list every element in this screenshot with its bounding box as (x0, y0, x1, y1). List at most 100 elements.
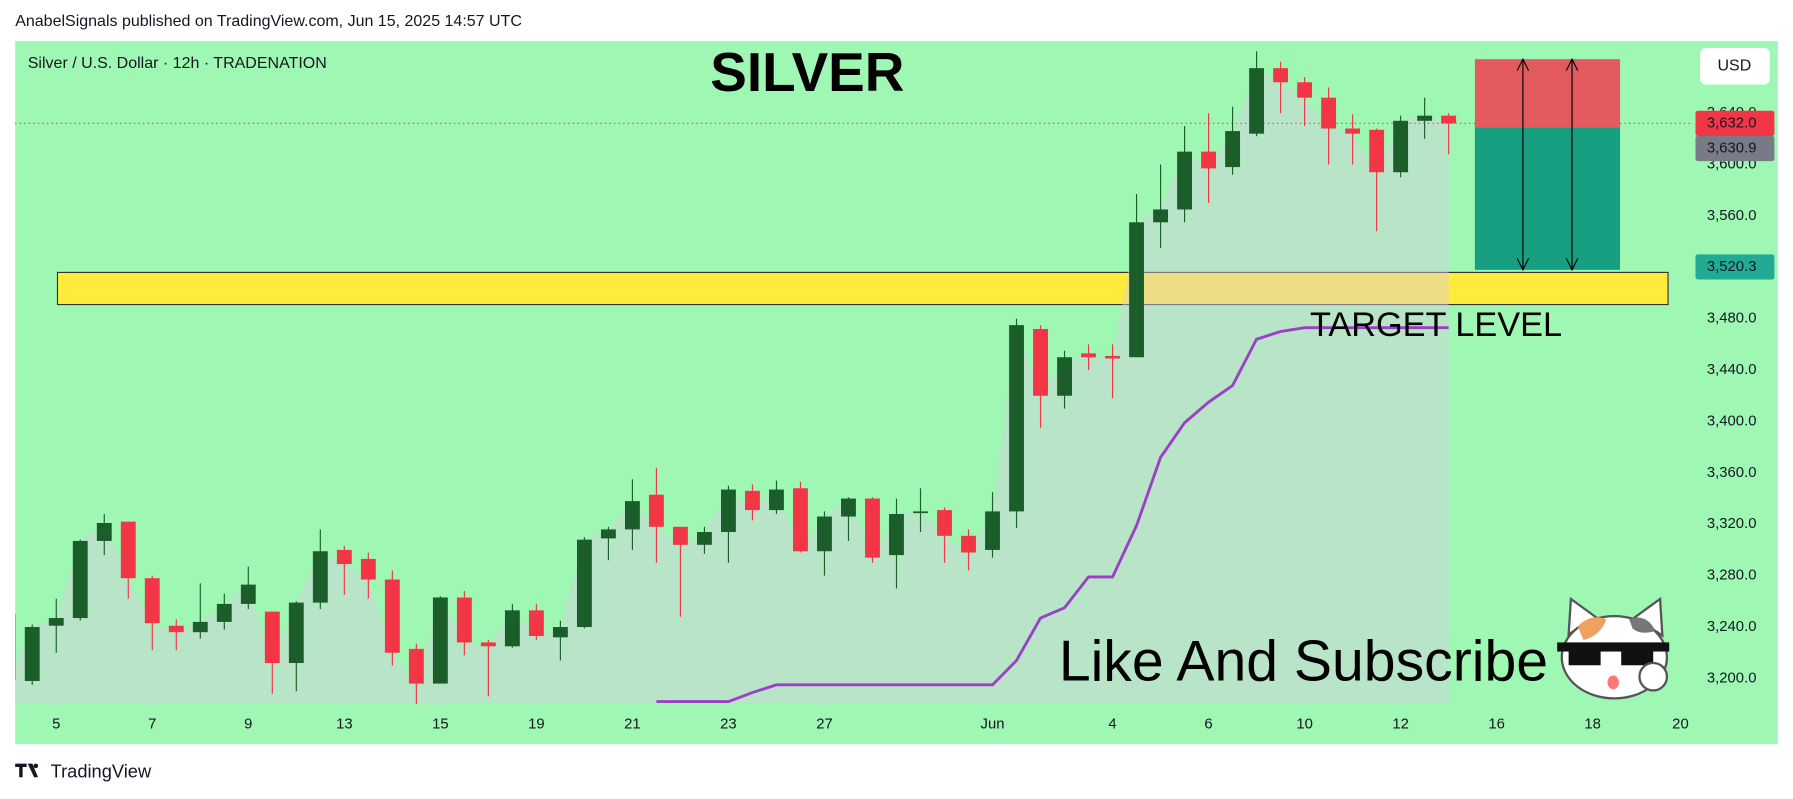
candle-body (168, 625, 184, 633)
candle-body (576, 539, 592, 628)
candle-body (504, 610, 520, 647)
candle-body (1393, 120, 1409, 173)
candle-body (1345, 128, 1361, 134)
candle-body (1033, 328, 1048, 396)
currency-box[interactable] (1700, 48, 1770, 85)
x-tick-label: 4 (1108, 717, 1116, 733)
y-tick-label: 3,480.0 (1707, 311, 1757, 327)
candle-body (1153, 209, 1168, 223)
symbol-label: Silver / U.S. Dollar · 12h · TRADENATION (28, 55, 327, 72)
candle-body (552, 627, 568, 638)
price-badge (1695, 135, 1775, 162)
candle-body (456, 597, 472, 643)
candle-body (600, 529, 616, 539)
candle-body (721, 489, 736, 532)
stop-box (1474, 59, 1621, 128)
candle-body (48, 618, 64, 626)
candle-body (769, 489, 784, 511)
candle-body (432, 597, 448, 684)
y-tick-label: 3,280.0 (1707, 568, 1757, 584)
candle-body (817, 516, 832, 552)
candle-body (841, 498, 856, 517)
logo: TradingView (15, 761, 152, 782)
candle-body (648, 494, 664, 527)
x-tick-label: 9 (244, 717, 252, 733)
candle-body (1441, 115, 1457, 124)
candle-body (1009, 325, 1024, 512)
candle-body (1273, 68, 1289, 83)
candle-body (360, 558, 376, 580)
candle-body (1105, 355, 1120, 359)
candle-body (312, 551, 328, 603)
candle-body (865, 498, 880, 558)
x-tick-label: 20 (1672, 717, 1689, 733)
overlay: 3,200.0 3,240.0 3,280.0 3,320.0 3,360.0 3,400… (52, 57, 1775, 733)
candle-body (192, 621, 208, 633)
candle-body (1249, 68, 1265, 134)
candle-body (336, 549, 352, 565)
candle-body (937, 510, 952, 536)
candle-body (120, 521, 136, 579)
candle-body (1129, 222, 1144, 358)
price-badge-label: 3,632.0 (1707, 115, 1757, 131)
x-tick-label: 23 (720, 717, 737, 733)
candle-body (528, 610, 544, 637)
x-tick-label: 12 (1392, 717, 1409, 733)
candle-body (1369, 129, 1385, 173)
x-tick-label: 27 (816, 717, 833, 733)
x-tick-label: 21 (624, 717, 641, 733)
price-badge-label: 3,630.9 (1707, 140, 1757, 156)
x-tick-label: 7 (148, 717, 156, 733)
arrow (1516, 57, 1530, 272)
candle-body (624, 501, 640, 530)
candle-body (216, 603, 232, 622)
target-zone (56, 271, 1669, 306)
price-badge (1695, 110, 1775, 136)
sticker (1557, 596, 1670, 700)
candle-body (745, 490, 760, 511)
candle-body (672, 526, 688, 545)
indicator-line (656, 326, 1449, 703)
candle-body (793, 488, 808, 552)
candle-body (961, 535, 976, 553)
target-box (1474, 127, 1621, 270)
x-tick-label: 5 (52, 717, 60, 733)
candle-body (144, 578, 160, 624)
y-tick-label: 3,400.0 (1707, 413, 1757, 429)
y-tick-label: 3,200.0 (1707, 670, 1757, 686)
x-tick-label: 6 (1204, 717, 1212, 733)
candle-body (96, 522, 112, 541)
currency-label[interactable]: USD (1717, 58, 1751, 75)
candle-body (240, 584, 256, 604)
x-tick-label: 18 (1584, 717, 1601, 733)
logo-text: TradingView (51, 761, 152, 782)
candle-body (1321, 97, 1337, 129)
candle-body (264, 611, 280, 664)
plot-area (15, 51, 1693, 705)
candle-body (1081, 353, 1096, 358)
y-tick-label: 3,440.0 (1707, 362, 1757, 378)
header: AnabelSignals published on TradingView.c… (15, 13, 522, 30)
candle-body (1225, 131, 1241, 168)
candle-body (1057, 357, 1072, 396)
x-tick-label: 10 (1296, 717, 1313, 733)
y-tick-label: 3,560.0 (1707, 208, 1757, 224)
close-area (15, 68, 1449, 705)
arrow (1565, 57, 1579, 272)
y-tick-label: 3,240.0 (1707, 619, 1757, 635)
candle-body (985, 511, 1000, 550)
candle-body (408, 648, 424, 684)
annotation: TARGET LEVEL (1310, 306, 1562, 344)
x-tick-label: 16 (1488, 717, 1505, 733)
chart-title: SILVER (710, 41, 904, 103)
y-tick-label: 3,320.0 (1707, 516, 1757, 532)
price-badge-label: 3,520.3 (1707, 259, 1757, 275)
candle-body (15, 614, 16, 680)
candle-body (697, 531, 712, 545)
x-tick-label: 19 (528, 717, 545, 733)
candle-body (1201, 151, 1217, 169)
candle-body (72, 540, 88, 619)
candle-body (1417, 115, 1433, 121)
